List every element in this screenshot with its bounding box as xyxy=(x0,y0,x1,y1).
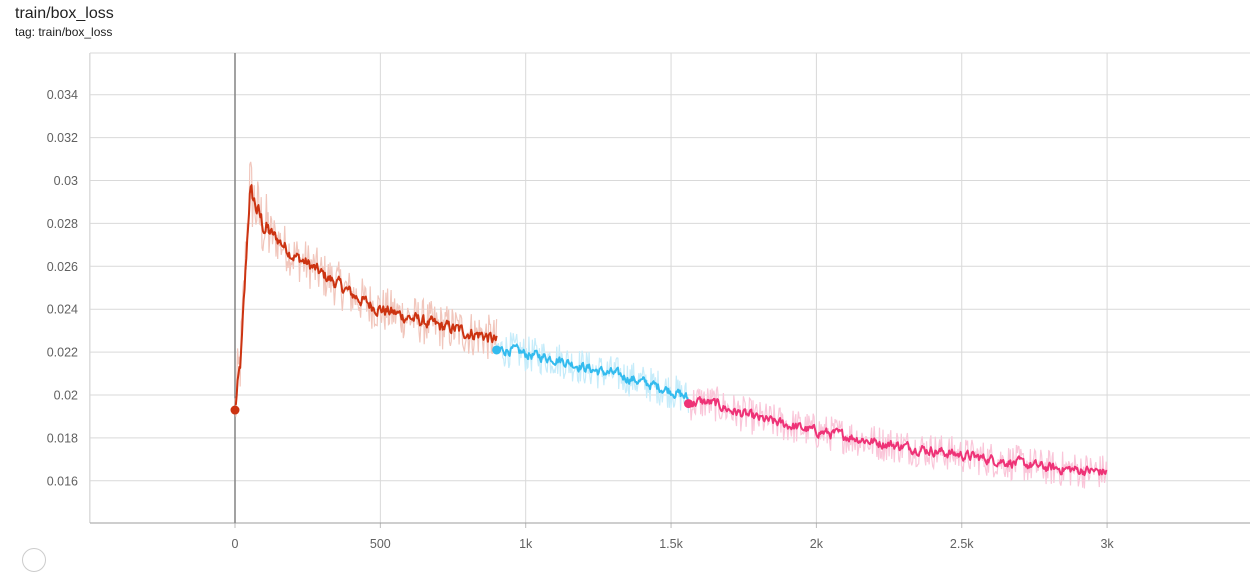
loss-chart[interactable]: 0 500 1k 1.5k 2k 2.5k 3k 0.016 0.018 0.02 0.022 0.0… xyxy=(0,0,1250,555)
x-tick-label: 500 xyxy=(370,537,391,551)
series-start-point[interactable] xyxy=(492,345,502,355)
series-raw-line xyxy=(687,386,1108,489)
series-smoothed-line[interactable] xyxy=(495,343,690,403)
y-tick-label: 0.034 xyxy=(47,88,78,102)
card-header: train/box_loss tag: train/box_loss xyxy=(15,4,114,40)
y-tick-label: 0.016 xyxy=(47,474,78,488)
y-tick-label: 0.026 xyxy=(47,260,78,274)
series-start-point[interactable] xyxy=(230,405,240,415)
x-tick-label: 0 xyxy=(232,537,239,551)
tick-labels: 0 500 1k 1.5k 2k 2.5k 3k 0.016 0.018 0.02 0.022 0.0… xyxy=(47,88,1115,551)
axes xyxy=(90,53,1250,528)
series-start-point[interactable] xyxy=(683,399,693,409)
series-smoothed-line[interactable] xyxy=(687,396,1108,477)
x-tick-label: 2k xyxy=(810,537,824,551)
x-tick-label: 3k xyxy=(1100,537,1114,551)
y-tick-label: 0.032 xyxy=(47,131,78,145)
x-tick-label: 2.5k xyxy=(950,537,974,551)
y-tick-label: 0.028 xyxy=(47,217,78,231)
series-smoothed-line[interactable] xyxy=(234,184,498,406)
y-tick-label: 0.018 xyxy=(47,431,78,445)
y-tick-label: 0.024 xyxy=(47,303,78,317)
x-tick-label: 1k xyxy=(519,537,533,551)
chart-tag: tag: train/box_loss xyxy=(15,25,113,39)
fit-domain-button[interactable] xyxy=(22,548,46,572)
grid xyxy=(89,52,1250,523)
y-tick-label: 0.022 xyxy=(47,346,78,360)
chart-title: train/box_loss xyxy=(15,5,114,22)
y-tick-label: 0.03 xyxy=(54,174,78,188)
x-tick-label: 1.5k xyxy=(659,537,683,551)
series-layer xyxy=(230,161,1108,489)
series-raw-line xyxy=(234,161,498,417)
y-tick-label: 0.02 xyxy=(54,389,78,403)
series-raw-line xyxy=(496,332,690,413)
